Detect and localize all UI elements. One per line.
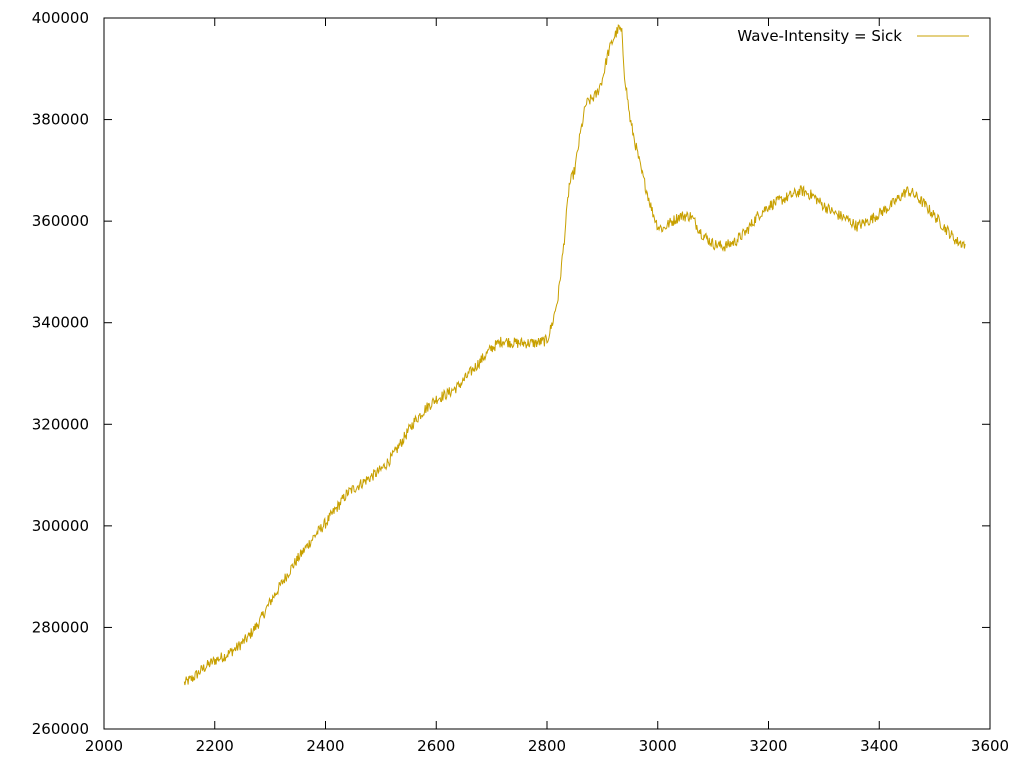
y-tick-label: 320000 [32,415,89,433]
axis-ticks [103,17,991,730]
x-tick-label: 2000 [85,737,123,755]
y-tick-label: 340000 [32,314,89,332]
y-tick-label: 280000 [32,618,89,636]
x-tick-label: 2600 [417,737,455,755]
legend: Wave-Intensity = Sick [737,27,969,45]
x-tick-label: 2200 [196,737,234,755]
legend-label: Wave-Intensity = Sick [737,27,902,45]
y-tick-label: 260000 [32,720,89,738]
x-tick-label: 3000 [639,737,677,755]
x-tick-label: 2400 [306,737,344,755]
x-tick-label: 3600 [971,737,1009,755]
y-tick-label: 300000 [32,517,89,535]
series-line-wave-intensity-sick [183,24,966,686]
x-tick-label: 2800 [528,737,566,755]
x-tick-label: 3400 [860,737,898,755]
plot-frame [103,17,991,730]
y-axis-tick-labels: 260000 280000 300000 320000 340000 360000 3800… [32,9,89,738]
y-tick-label: 400000 [32,9,89,27]
x-axis-tick-labels: 2000 2200 2400 2600 2800 3000 3200 3400 3600 [85,737,1009,755]
y-tick-label: 360000 [32,212,89,230]
x-tick-label: 3200 [749,737,787,755]
y-tick-label: 380000 [32,111,89,129]
